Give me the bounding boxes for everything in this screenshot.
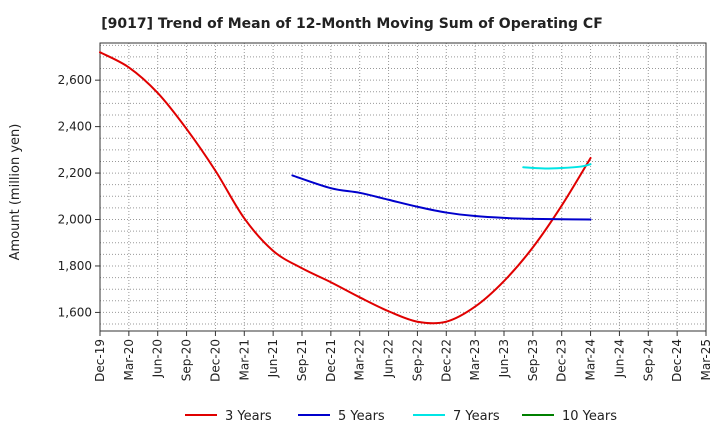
x-tick-label: Dec-23 (555, 339, 569, 382)
x-tick-label: Mar-21 (237, 339, 251, 380)
y-tick-label: 1,600 (58, 305, 92, 319)
series-line-7-years (522, 163, 592, 170)
x-tick-label: Sep-22 (410, 339, 424, 381)
y-tick-label: 2,000 (58, 213, 92, 227)
x-tick-label: Sep-21 (295, 339, 309, 381)
x-tick-label: Dec-21 (324, 339, 338, 382)
y-tick-label: 2,400 (58, 120, 92, 134)
x-tick-label: Dec-24 (670, 339, 684, 382)
legend-item-5-years: 5 Years (298, 409, 385, 424)
x-tick-label: Jun-23 (497, 339, 511, 378)
legend-label-10-years: 10 Years (562, 409, 617, 424)
legend-item-7-years: 7 Years (413, 409, 500, 424)
x-tick-label: Jun-24 (612, 339, 626, 378)
x-tick-label: Mar-23 (468, 339, 482, 380)
legend-label-5-years: 5 Years (338, 409, 385, 424)
y-tick-label: 1,800 (58, 259, 92, 273)
x-tick-label: Dec-20 (208, 339, 222, 382)
x-tick-label: Sep-24 (641, 339, 655, 381)
series-line-5-years (291, 174, 592, 221)
x-tick-label: Dec-22 (439, 339, 453, 382)
x-tick-label: Jun-21 (266, 339, 280, 378)
plot-area: 1,600 1,800 2,000 2,200 2,400 2,600 Dec-19 Mar-… (58, 42, 713, 382)
x-tick-label: Jun-20 (151, 339, 165, 378)
x-tick-label: Mar-25 (699, 339, 713, 380)
x-tick-label: Jun-22 (382, 339, 396, 378)
legend-label-7-years: 7 Years (453, 409, 500, 424)
chart-title: [9017] Trend of Mean of 12-Month Moving … (101, 16, 603, 32)
legend-item-3-years: 3 Years (185, 409, 272, 424)
series-line-3-years (99, 51, 592, 325)
x-tick-label: Mar-24 (584, 339, 598, 380)
legend-item-10-years: 10 Years (522, 409, 617, 424)
x-tick-label: Dec-19 (93, 339, 107, 382)
x-tick-label: Sep-20 (180, 339, 194, 381)
x-tick-label: Mar-22 (353, 339, 367, 380)
legend: 3 Years 5 Years 7 Years 10 Years (185, 409, 617, 424)
x-tick-label: Sep-23 (526, 339, 540, 381)
y-axis-label: Amount (million yen) (8, 124, 23, 261)
x-tick-label: Mar-20 (122, 339, 136, 380)
y-tick-label: 2,600 (58, 73, 92, 87)
y-tick-label: 2,200 (58, 166, 92, 180)
legend-label-3-years: 3 Years (225, 409, 272, 424)
plot-frame (99, 42, 707, 332)
